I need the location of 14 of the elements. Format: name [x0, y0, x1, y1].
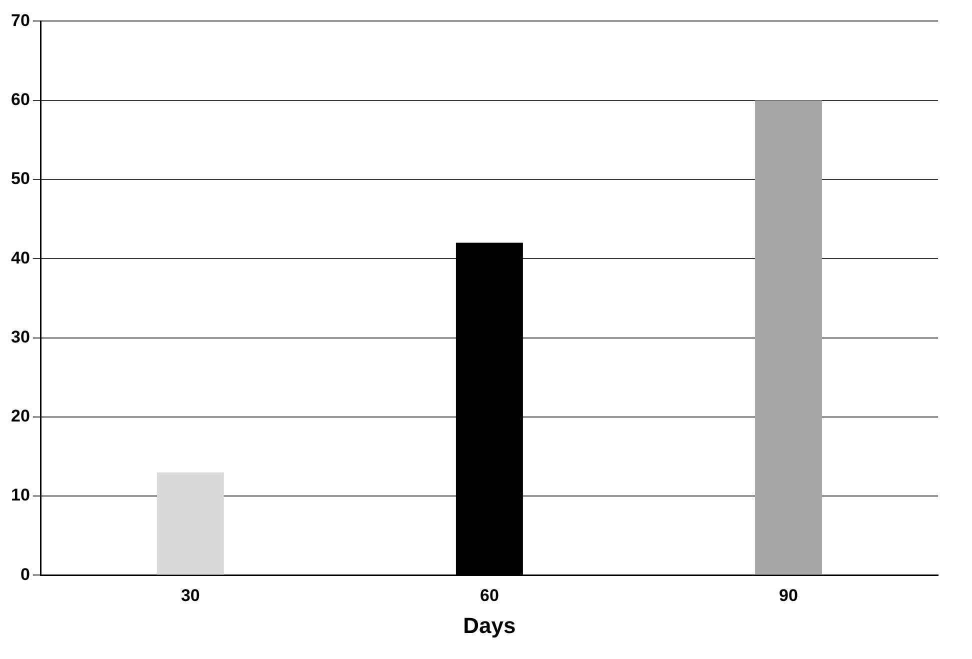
- x-axis-title: Days: [463, 612, 516, 638]
- y-tick-label: 40: [10, 248, 30, 268]
- y-tick-label: 30: [10, 327, 30, 346]
- y-tick-label: 70: [10, 10, 30, 30]
- bar: [156, 472, 224, 575]
- y-tick-label: 10: [10, 486, 30, 505]
- y-tick-label: 50: [10, 169, 30, 188]
- y-tick-label: 60: [10, 90, 30, 110]
- x-tick-label: 90: [779, 586, 798, 606]
- y-tick-label: 0: [20, 564, 30, 584]
- y-tick-label: 20: [10, 406, 30, 426]
- x-tick-label: 60: [480, 586, 499, 606]
- bar: [754, 100, 822, 575]
- x-tick-label: 30: [180, 586, 200, 606]
